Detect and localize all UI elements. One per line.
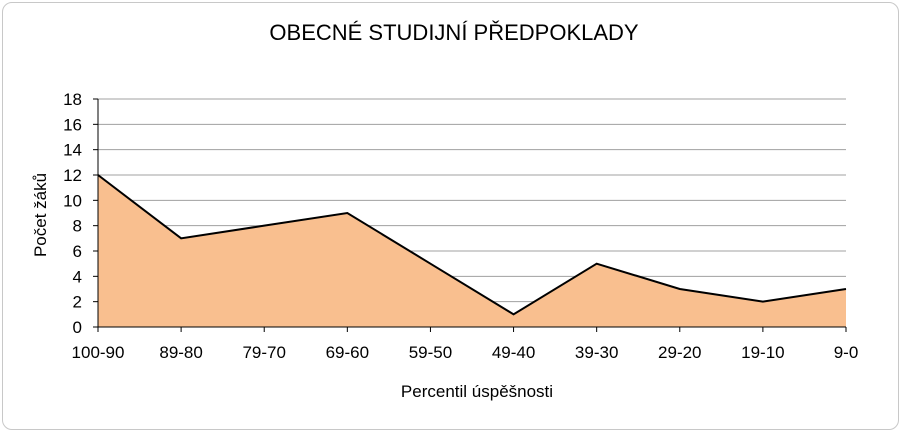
x-tick-label: 69-60 [326, 343, 369, 362]
axes [93, 98, 847, 332]
y-tick-label: 6 [73, 242, 82, 261]
x-tick-label: 89-80 [159, 343, 202, 362]
y-axis-title: Počet žáků [31, 173, 50, 257]
y-tick-label: 4 [73, 267, 82, 286]
x-tick-label: 49-40 [492, 343, 535, 362]
y-tick-label: 14 [63, 141, 82, 160]
x-tick-label: 59-50 [409, 343, 452, 362]
x-tick-labels: 100-90 89-80 79-70 69-60 59-50 49-40 39-30 29-2… [72, 343, 859, 362]
x-tick-label: 100-90 [72, 343, 125, 362]
y-tick-label: 0 [73, 318, 82, 337]
x-tick-label: 9-0 [834, 343, 859, 362]
y-tick-label: 12 [63, 166, 82, 185]
x-axis-title: Percentil úspěšnosti [401, 382, 553, 401]
area-series [98, 175, 846, 327]
chart-title: OBECNÉ STUDIJNÍ PŘEDPOKLADY [269, 20, 639, 45]
y-tick-label: 8 [73, 217, 82, 236]
y-tick-label: 16 [63, 115, 82, 134]
y-tick-label: 2 [73, 293, 82, 312]
area-series-outline [97, 174, 847, 316]
x-tick-label: 79-70 [242, 343, 285, 362]
y-tick-labels: 0 2 4 6 8 10 12 14 16 18 [63, 90, 82, 337]
y-tick-label: 10 [63, 191, 82, 210]
y-tick-label: 18 [63, 90, 82, 109]
x-tick-label: 19-10 [741, 343, 784, 362]
x-tick-label: 39-30 [575, 343, 618, 362]
x-tick-label: 29-20 [658, 343, 701, 362]
